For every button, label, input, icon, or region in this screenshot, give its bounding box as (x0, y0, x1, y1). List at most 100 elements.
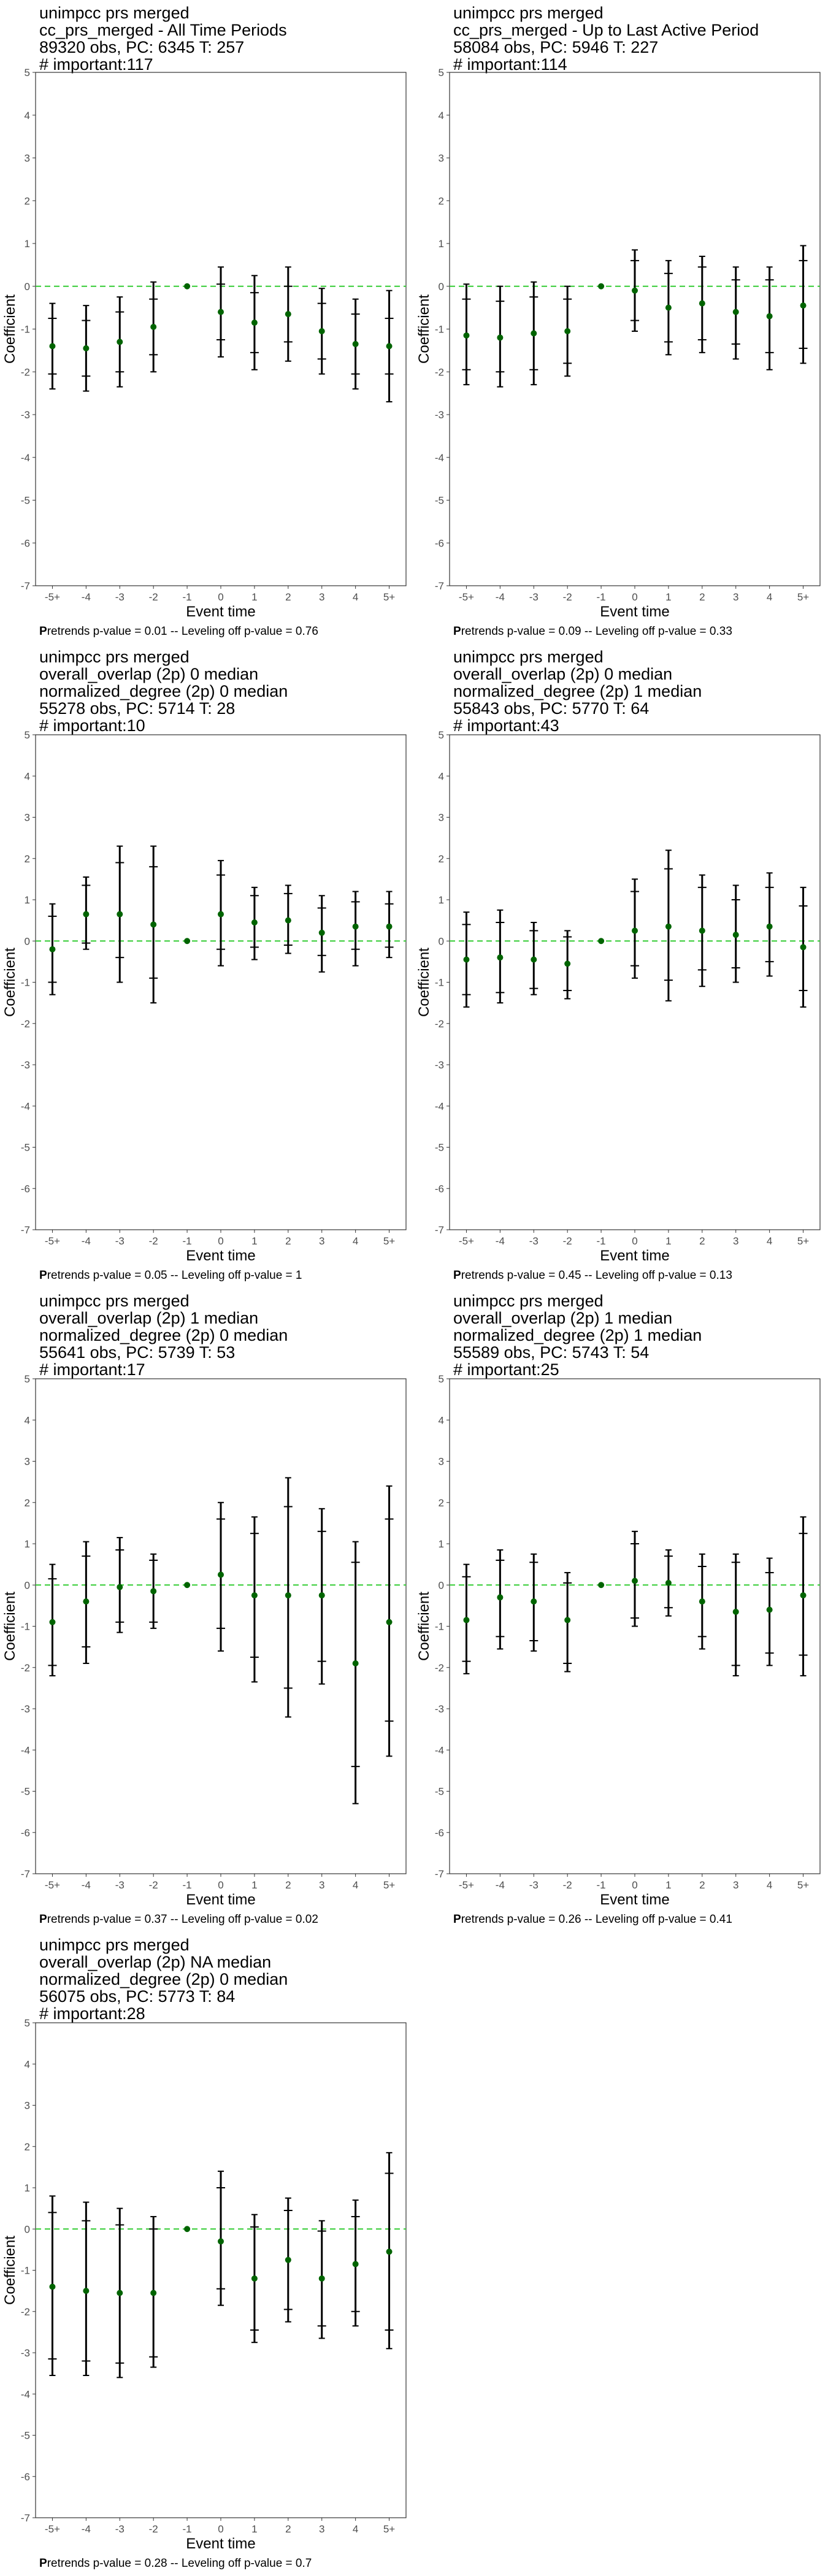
estimate-point (352, 2261, 359, 2267)
estimate-point (49, 1619, 56, 1625)
estimate-point (598, 1582, 605, 1589)
event-time-estimate (149, 2216, 158, 2368)
event-time-estimate (385, 1485, 394, 1757)
x-tick-label: 4 (353, 1879, 358, 1891)
estimate-point (184, 1582, 191, 1589)
x-tick-label: -5+ (45, 1879, 60, 1891)
y-tick-label: -1 (21, 1621, 30, 1633)
event-time-estimate (631, 249, 639, 332)
estimate-point (386, 2248, 393, 2255)
y-tick-label: 5 (439, 729, 444, 741)
y-tick-label: -3 (435, 1703, 444, 1715)
x-tick-label: 3 (733, 1235, 738, 1247)
y-tick-label: -6 (21, 2471, 30, 2483)
estimate-point (83, 1598, 90, 1605)
estimate-point (732, 1608, 739, 1615)
y-tick-label: 3 (25, 812, 30, 824)
estimate-point (497, 1594, 504, 1601)
event-time-estimate (598, 938, 605, 945)
chart-title-line: 55278 obs, PC: 5714 T: 28 (39, 699, 235, 718)
event-time-estimate (385, 891, 394, 959)
event-time-estimate (351, 2199, 360, 2327)
caption-text: retrends p-value = 0.01 -- Leveling off … (47, 625, 318, 638)
event-time-estimate (351, 891, 360, 967)
estimate-point (800, 1592, 807, 1599)
event-time-estimate (48, 302, 57, 390)
event-time-estimate (697, 255, 707, 353)
event-time-estimate (529, 921, 539, 995)
x-tick-label: 0 (218, 2523, 223, 2535)
estimate-point (632, 1577, 638, 1584)
event-time-estimate (184, 2226, 191, 2233)
y-tick-label: 4 (439, 1414, 444, 1426)
estimate-point (117, 1584, 123, 1590)
x-tick-label: 0 (218, 591, 223, 603)
x-axis-title: Event time (600, 1892, 669, 1908)
x-tick-label: -1 (183, 1235, 192, 1247)
x-tick-label: 5+ (797, 1879, 809, 1891)
y-tick-label: -7 (21, 1868, 30, 1880)
estimate-point (318, 328, 325, 334)
caption-bold-initial: P (39, 1913, 47, 1926)
chart-title-line: unimpcc prs merged (39, 648, 190, 666)
chart-title-line: # important:28 (39, 2004, 145, 2023)
y-tick-label: -4 (21, 1744, 30, 1756)
event-time-estimate (283, 884, 293, 954)
event-time-estimate (563, 1572, 572, 1673)
chart-title-line: unimpcc prs merged (453, 4, 604, 22)
x-tick-label: 5+ (383, 1235, 395, 1247)
y-tick-label: 3 (439, 153, 444, 164)
x-tick-label: -3 (115, 2523, 125, 2535)
chart-title-line: # important:117 (39, 55, 153, 74)
estimate-point (49, 946, 56, 953)
chart-title-line: normalized_degree (2p) 0 median (39, 682, 288, 700)
y-tick-label: -3 (21, 2347, 30, 2359)
y-tick-label: 2 (439, 853, 444, 865)
x-axis-title: Event time (186, 1248, 255, 1264)
y-tick-label: 5 (25, 729, 30, 741)
caption-text: retrends p-value = 0.37 -- Leveling off … (47, 1913, 318, 1926)
x-axis-title: Event time (186, 2536, 255, 2552)
event-time-estimate (115, 296, 125, 388)
y-tick-label: -3 (21, 409, 30, 421)
y-tick-label: -6 (21, 1827, 30, 1839)
event-time-estimate (631, 878, 639, 979)
event-time-estimate (184, 1582, 191, 1589)
event-time-estimate (496, 285, 505, 388)
estimate-point (699, 927, 705, 934)
event-time-estimate (799, 245, 808, 364)
x-tick-label: -2 (149, 1879, 158, 1891)
x-tick-label: 1 (251, 1235, 257, 1247)
event-time-estimate (529, 281, 539, 386)
event-time-estimate (664, 259, 673, 356)
event-time-estimate (115, 1536, 125, 1633)
estimate-point (800, 944, 807, 951)
chart-title-line: # important:10 (39, 716, 145, 735)
y-tick-label: -2 (435, 366, 444, 378)
estimate-point (564, 960, 571, 967)
x-tick-label: 3 (733, 1879, 738, 1891)
y-tick-label: 2 (25, 1497, 30, 1509)
caption-text: retrends p-value = 0.45 -- Leveling off … (461, 1269, 732, 1282)
event-time-estimate (317, 288, 326, 375)
x-tick-label: 5+ (383, 2523, 395, 2535)
chart-title-line: unimpcc prs merged (453, 1292, 604, 1310)
p-value-caption: Pretrends p-value = 0.26 -- Leveling off… (453, 1913, 732, 1926)
y-tick-label: -6 (435, 1827, 444, 1839)
y-tick-label: 4 (25, 2058, 30, 2070)
event-time-estimate (496, 1549, 505, 1650)
estimate-point (665, 1579, 672, 1586)
estimate-point (386, 1619, 393, 1625)
event-time-estimate (664, 1549, 673, 1617)
x-axis-title: Event time (186, 604, 255, 620)
event-time-estimate (385, 289, 394, 403)
x-tick-label: -1 (183, 2523, 192, 2535)
chart-title-line: # important:25 (453, 1360, 559, 1379)
y-tick-label: 5 (439, 67, 444, 79)
y-tick-label: 1 (25, 894, 30, 906)
x-tick-label: -2 (563, 1235, 572, 1247)
